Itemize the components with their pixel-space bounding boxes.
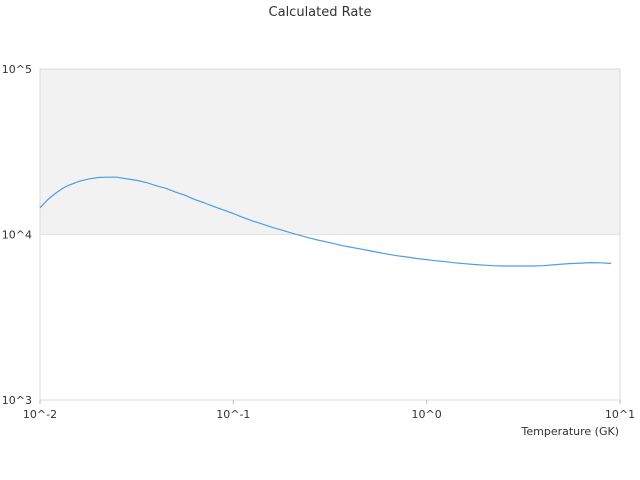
- y-axis-ticks: 10^3 10^4 10^5: [2, 63, 32, 407]
- x-tick-label: 10^0: [412, 408, 442, 421]
- shaded-band: [40, 69, 620, 235]
- chart-title: Calculated Rate: [269, 5, 372, 20]
- x-axis-title: Temperature (GK): [521, 425, 620, 438]
- y-tick-label: 10^4: [2, 229, 32, 242]
- y-tick-label: 10^3: [2, 394, 32, 407]
- x-tick-label: 10^1: [605, 408, 635, 421]
- y-tick-label: 10^5: [2, 63, 32, 76]
- x-tick-label: 10^-1: [216, 408, 250, 421]
- series-line-0: [39, 176, 612, 267]
- series-group: [39, 176, 612, 267]
- x-axis-ticks: 10^-2 10^-1 10^0 10^1: [23, 400, 635, 421]
- x-tick-label: 10^-2: [23, 408, 57, 421]
